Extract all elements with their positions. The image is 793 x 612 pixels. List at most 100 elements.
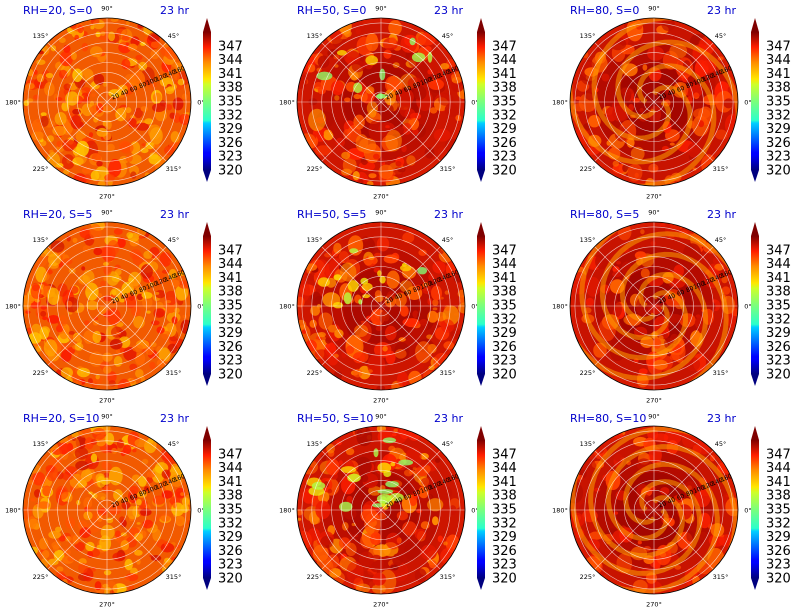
field-blob — [366, 181, 374, 186]
angular-gridline — [594, 450, 655, 511]
angle-tick-label: 90° — [648, 413, 660, 421]
field-blob — [724, 113, 738, 137]
field-blob — [692, 167, 697, 171]
colorbar-tick-label: 323 — [218, 354, 243, 369]
field-blob — [109, 590, 114, 594]
field-blob — [161, 269, 169, 274]
field-blob — [373, 448, 379, 458]
colorbar-tick-label: 323 — [766, 354, 791, 369]
panel-title: RH=50, S=10 — [297, 412, 373, 425]
radial-tick-label: 20 — [385, 296, 395, 305]
field-blob — [142, 519, 154, 529]
field-blob — [377, 489, 394, 494]
angle-tick-label: 225° — [33, 369, 49, 377]
colorbar-tick-label: 341 — [492, 475, 517, 490]
field-blob — [74, 447, 89, 460]
angle-tick-label: 135° — [580, 32, 596, 40]
field-blob — [81, 266, 86, 271]
field-blob — [159, 252, 172, 267]
radial-tick-label: 80 — [685, 285, 695, 294]
field-blob — [310, 305, 321, 316]
angular-gridline — [653, 509, 714, 570]
colorbar-tick-label: 320 — [766, 164, 791, 179]
field-blob — [145, 345, 154, 356]
radial-tick-label: 20 — [385, 92, 395, 101]
radial-tick-label: 40 — [667, 496, 677, 505]
radial-tick-label: 120 — [429, 72, 442, 83]
colorbar-tick-label: 338 — [218, 489, 243, 504]
angle-tick-label: 45° — [715, 440, 727, 448]
colorbar-extend-min — [751, 578, 759, 590]
angle-tick-label: 135° — [580, 440, 596, 448]
field-blob — [53, 549, 65, 562]
field-blob — [647, 46, 665, 61]
field-blob — [100, 246, 113, 260]
radial-tick-label: 60 — [403, 85, 413, 94]
angle-tick-label: 135° — [580, 236, 596, 244]
field-blob — [327, 488, 333, 494]
angle-tick-label: 270° — [373, 397, 389, 405]
field-blob — [81, 469, 93, 482]
radial-tick-label: 140 — [164, 477, 177, 488]
colorbar-tick-label: 326 — [766, 340, 791, 355]
radial-tick-label: 60 — [676, 289, 686, 298]
radial-tick-label: 40 — [667, 88, 677, 97]
field-blob — [152, 528, 162, 542]
field-blob — [396, 511, 408, 521]
radial-tick-label: 80 — [685, 81, 695, 90]
field-blob — [388, 20, 402, 36]
field-blob — [119, 297, 125, 303]
field-blob — [341, 352, 347, 359]
field-blob — [180, 319, 191, 334]
field-blob — [121, 35, 130, 41]
field-blob — [427, 298, 433, 305]
field-blob — [129, 363, 138, 371]
angular-gridline — [106, 101, 167, 162]
panel-time: 23 hr — [707, 412, 736, 425]
field-blob — [390, 564, 399, 571]
rainband — [579, 222, 689, 361]
field-blob — [182, 93, 188, 100]
angle-tick-label: 90° — [648, 209, 660, 217]
field-blob — [70, 52, 77, 60]
angle-tick-label: 135° — [307, 440, 323, 448]
field-blob — [42, 316, 48, 321]
colorbar-tick-label: 326 — [492, 136, 517, 151]
angle-tick-label: 135° — [33, 32, 49, 40]
field-blob — [73, 352, 79, 357]
angle-tick-label: 180° — [279, 303, 295, 311]
colorbar-extend-max — [203, 18, 211, 32]
angle-tick-label: 180° — [552, 303, 568, 311]
field-blob — [297, 319, 307, 330]
field-blob — [414, 284, 423, 291]
field-blob — [52, 449, 62, 455]
panel-title: RH=50, S=0 — [297, 4, 366, 17]
field-blob — [146, 310, 151, 314]
field-blob — [354, 456, 372, 475]
field-blob — [409, 495, 418, 507]
colorbar-tick-label: 344 — [766, 53, 791, 68]
field-blob — [104, 119, 112, 130]
angle-tick-label: 180° — [5, 507, 21, 515]
field-blob — [60, 367, 73, 378]
colorbar-tick-label: 329 — [492, 530, 517, 545]
angle-tick-label: 315° — [440, 573, 456, 581]
panel-time: 23 hr — [160, 412, 189, 425]
field-blob — [427, 498, 444, 512]
field-blob — [343, 292, 352, 305]
field-blob — [85, 282, 99, 301]
field-blob — [432, 299, 439, 307]
field-blob — [90, 18, 100, 25]
colorbar-tick-label: 326 — [492, 544, 517, 559]
field-blob — [173, 72, 180, 81]
colorbar-body — [477, 440, 485, 578]
field-blob — [152, 92, 162, 103]
colorbar-tick-label: 341 — [766, 475, 791, 490]
panel-title: RH=20, S=0 — [23, 4, 92, 17]
field-blob — [164, 145, 175, 156]
field-blob — [94, 581, 102, 591]
field-blob — [325, 337, 332, 344]
angular-gridline — [594, 305, 655, 366]
field-blob — [174, 307, 180, 314]
angular-gridline — [321, 509, 382, 570]
